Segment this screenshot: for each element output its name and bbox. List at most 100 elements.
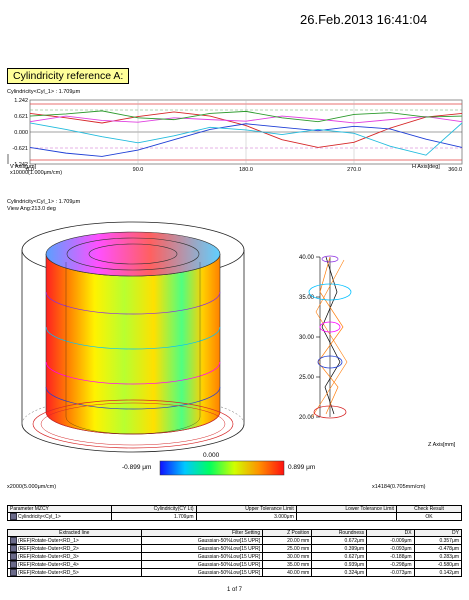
report-datetime: 26.Feb.2013 16:41:04 [300, 12, 428, 27]
unroll-x-tick: 180.0 [239, 167, 253, 173]
line-zpos-cell: 35.00 mm [262, 560, 313, 569]
line-roundness-cell: 0.324μm [311, 568, 368, 577]
line-feature-icon [10, 561, 17, 568]
line-header-zpos: Z Position [262, 529, 313, 537]
inner-ring-2 [88, 243, 178, 265]
z-tick-label: 30.00 [299, 335, 315, 341]
inner-tolerance-cylinder [65, 262, 201, 435]
line-feature-icon [10, 569, 17, 576]
unroll-series-2 [29, 123, 463, 157]
line-filter-cell: Gaussian-50%Low[15 UPR] [140, 544, 264, 553]
z-tick-label: 35.00 [299, 295, 315, 301]
param-check-cell: OK [395, 512, 463, 521]
line-zpos-cell: 20.00 mm [262, 536, 313, 545]
line-filter-cell: Gaussian-50%Low[15 UPR] [140, 536, 264, 545]
color-scale-mid: 0.000 [203, 452, 220, 459]
z-section-20 [313, 405, 347, 419]
unroll-plot: 1.242 0.621 0.000 -0.621 -1.242 0.0 90.0 180.0… [7, 98, 463, 173]
line-dx-cell: -0.009μm [366, 536, 415, 545]
z-section-30 [319, 321, 341, 333]
unroll-series-4 [29, 115, 463, 124]
line-dx-cell: -0.298μm [366, 560, 415, 569]
line-dy-cell: 0.283μm [413, 552, 463, 561]
unroll-series-3 [29, 122, 463, 156]
line-name-cell: (REF)Rotate-Outer<RD_4> [7, 560, 142, 569]
param-header-upper: Upper Tolerance Limit [195, 505, 297, 513]
param-name-cell: Cylindricity<Cyl_1> [6, 512, 113, 521]
z-tick-label: 40.00 [299, 255, 315, 261]
centre-line-orange [317, 256, 344, 415]
z-section-35 [308, 283, 352, 301]
color-scale-max: 0.899 μm [288, 464, 316, 471]
line-roundness-cell: 0.627μm [311, 552, 368, 561]
line-filter-cell: Gaussian-50%Low[15 UPR] [140, 552, 264, 561]
cylinder-3d-view: 40.00 35.00 30.00 25.00 20.00 [21, 221, 352, 476]
unroll-series-5 [29, 110, 463, 123]
unroll-series-1 [29, 111, 463, 148]
param-header-name: Parameter MZCY [6, 505, 113, 513]
left-scale-label: x2000(5.000μm/cm) [7, 484, 57, 490]
line-feature-icon [10, 545, 17, 552]
line-dy-cell: -0.478μm [413, 544, 463, 553]
v-axis-label: V Axis[μm] [10, 164, 37, 170]
z-tick-label: 25.00 [299, 375, 315, 381]
z-section-25 [317, 355, 343, 369]
color-scale-bar [159, 460, 285, 476]
line-header-roundness: Roundness [311, 529, 368, 537]
base-ring-red [32, 399, 234, 449]
v-scale-label: x10000(1.000μm/cm) [10, 170, 63, 176]
cyl-view-label: Cylindricity<Cyl_1> : 1.709μm [7, 199, 81, 205]
line-dx-cell: -0.188μm [366, 552, 415, 561]
unroll-x-tick: 0.0 [26, 167, 34, 173]
line-table-row: (REF)Rotate-Outer<RD_4> Gaussian-50%Low[1… [7, 560, 463, 569]
line-name-cell: (REF)Rotate-Outer<RD_3> [7, 552, 142, 561]
axis-line-orange [311, 259, 348, 418]
unroll-y-tick: 0.000 [14, 130, 28, 136]
section-line-4 [45, 326, 221, 350]
line-feature-icon [10, 553, 17, 560]
unroll-y-tick: 0.621 [14, 114, 28, 120]
line-header-filter: Filter Setting [140, 529, 264, 537]
z-tick-label: 20.00 [299, 415, 315, 421]
centre-line-black [321, 256, 341, 415]
section-line-3 [45, 361, 221, 385]
unroll-x-tick: 270.0 [347, 167, 361, 173]
param-lower-cell [295, 512, 397, 521]
line-dy-cell: 0.142μm [413, 568, 463, 577]
param-header-check: Check Result [395, 505, 463, 513]
z-section-40 [321, 255, 339, 263]
unroll-y-tick: 1.242 [14, 98, 28, 104]
line-table-row: (REF)Rotate-Outer<RD_1> Gaussian-50%Low[1… [7, 536, 463, 545]
h-axis-label: H Axis[deg] [412, 164, 440, 170]
report-title: Cylindricity reference A: [7, 68, 130, 84]
line-name-cell: (REF)Rotate-Outer<RD_1> [7, 536, 142, 545]
inner-ring-1 [66, 237, 200, 271]
line-zpos-cell: 30.00 mm [262, 552, 313, 561]
line-header-dx: DX [366, 529, 415, 537]
param-upper-cell: 3.000μm [195, 512, 297, 521]
line-roundness-cell: 0.672μm [311, 536, 368, 545]
line-filter-cell: Gaussian-50%Low[15 UPR] [140, 568, 264, 577]
right-scale-label: x14184(0.705mm/cm) [372, 484, 426, 490]
parameter-table: Parameter MZCY Cylindricity(CY Lt) Upper… [6, 505, 463, 521]
line-zpos-cell: 25.00 mm [262, 544, 313, 553]
feature-icon [10, 513, 17, 520]
line-dx-cell: -0.093μm [366, 544, 415, 553]
base-ring-inner [40, 402, 226, 446]
outer-tolerance-cylinder [21, 250, 245, 453]
surface-top-ellipse [45, 231, 221, 277]
unroll-y-tick: -1.242 [12, 162, 28, 168]
unroll-y-tick: -0.621 [12, 146, 28, 152]
line-dy-cell: -0.580μm [413, 560, 463, 569]
section-line-5 [45, 291, 221, 315]
line-dy-cell: 0.357μm [413, 536, 463, 545]
line-filter-cell: Gaussian-50%Low[15 UPR] [140, 560, 264, 569]
extracted-line-table: Extracted line Filter Setting Z Position… [7, 529, 463, 577]
line-zpos-cell: 40.00 mm [262, 568, 313, 577]
measured-surface [45, 253, 221, 435]
line-table-row: (REF)Rotate-Outer<RD_5> Gaussian-50%Low[1… [7, 568, 463, 577]
section-line-2 [45, 386, 221, 410]
parameter-table-header: Parameter MZCY Cylindricity(CY Lt) Upper… [6, 505, 463, 513]
line-dx-cell: -0.073μm [366, 568, 415, 577]
line-feature-icon [10, 537, 17, 544]
